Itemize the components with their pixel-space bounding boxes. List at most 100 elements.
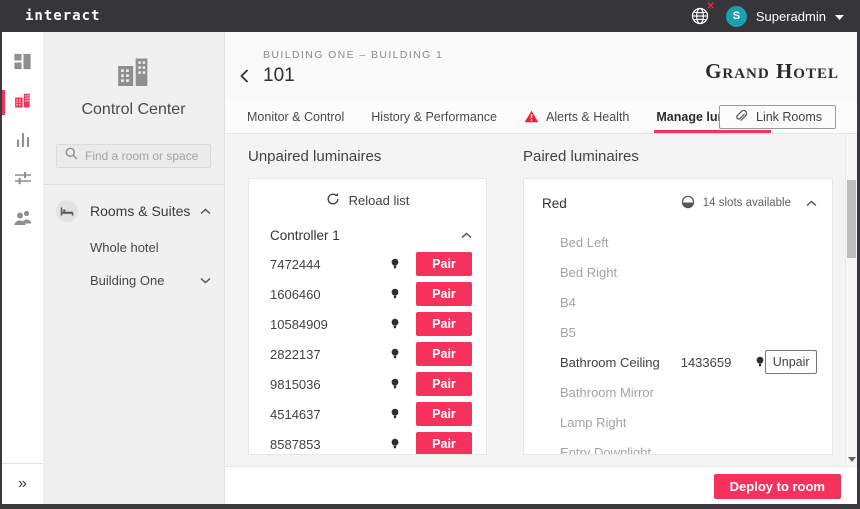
unpaired-row: 9815036 Pair [249, 369, 486, 399]
nav-analytics-button[interactable] [2, 122, 43, 161]
sidebar-item-building-one[interactable]: Building One [90, 264, 211, 297]
pair-button[interactable]: Pair [416, 402, 472, 426]
main-panel: BUILDING ONE – BUILDING 1 101 Grand Hote… [225, 32, 857, 504]
pair-button[interactable]: Pair [416, 342, 472, 366]
content-scrollbar[interactable] [845, 134, 857, 466]
interact-logo: interact [25, 8, 101, 24]
bulb-icon[interactable] [390, 408, 400, 420]
disconnected-badge-icon: ✕ [706, 1, 715, 12]
chevron-up-icon [461, 226, 472, 244]
paired-section: Paired luminaires Red [523, 148, 833, 455]
luminaire-id: 8587853 [270, 436, 321, 452]
link-rooms-button[interactable]: Link Rooms [719, 105, 836, 129]
pair-button[interactable]: Pair [416, 432, 472, 454]
paired-row[interactable]: Bathroom Mirror [524, 377, 832, 407]
bulb-icon[interactable] [390, 348, 400, 360]
rail-expand-button[interactable]: » [2, 463, 43, 504]
bulb-icon[interactable] [390, 378, 400, 390]
unpaired-row: 8587853 Pair [249, 429, 486, 454]
scrollbar-thumb[interactable] [847, 180, 856, 258]
unpaired-row: 10584909 Pair [249, 309, 486, 339]
avatar[interactable]: S [725, 5, 747, 27]
network-status-button[interactable]: ✕ [690, 2, 715, 26]
sidebar-section-label: Rooms & Suites [90, 203, 191, 219]
tab-monitor-control[interactable]: Monitor & Control [247, 100, 344, 133]
luminaire-id: 1433659 [680, 354, 732, 370]
tab-history-performance[interactable]: History & Performance [371, 100, 497, 133]
tab-bar: Monitor & Control History & Performance … [225, 100, 857, 134]
paired-row[interactable]: Bed Right [524, 257, 832, 287]
room-header: BUILDING ONE – BUILDING 1 101 Grand Hote… [225, 32, 857, 100]
tab-alerts-health[interactable]: Alerts & Health [524, 100, 629, 133]
luminaire-id: 9815036 [270, 376, 321, 392]
paired-group-header[interactable]: Red 14 slots available [524, 179, 832, 227]
sliders-icon [13, 169, 33, 192]
dashboard-icon [13, 52, 32, 76]
scrollbar-down-arrow-icon[interactable] [846, 457, 857, 462]
refresh-icon [326, 192, 349, 209]
paired-row[interactable]: Bed Left [524, 227, 832, 257]
pair-button[interactable]: Pair [416, 312, 472, 336]
bulb-icon[interactable] [755, 356, 765, 368]
paired-row-bathroom-ceiling[interactable]: Bathroom Ceiling 1433659 Unpair [524, 347, 832, 377]
controller-name: Controller 1 [270, 227, 340, 243]
search-icon [65, 147, 85, 165]
slot-name: Lamp Right [560, 414, 627, 430]
search-input[interactable] [85, 149, 202, 163]
reload-list-button[interactable]: Reload list [249, 179, 486, 221]
unpaired-card: Reload list Controller 1 7472444 [248, 178, 487, 455]
bulb-icon[interactable] [390, 288, 400, 300]
tab-label: Alerts & Health [546, 109, 630, 124]
paired-row[interactable]: Entry Downlight [524, 437, 832, 455]
nav-buildings-button[interactable] [2, 83, 43, 122]
nav-users-button[interactable] [2, 200, 43, 239]
action-footer: Deploy to room [225, 466, 857, 504]
room-search-box[interactable] [56, 144, 211, 168]
bulb-icon[interactable] [390, 438, 400, 450]
bulb-icon[interactable] [390, 318, 400, 330]
slot-name: Bathroom Mirror [560, 384, 654, 400]
slot-name: Entry Downlight [560, 444, 652, 455]
paired-row[interactable]: B5 [524, 317, 832, 347]
hotel-logo: Grand Hotel [705, 59, 839, 83]
tab-label: History & Performance [371, 109, 497, 124]
back-button[interactable] [240, 69, 249, 86]
luminaire-id: 10584909 [270, 316, 328, 332]
chevron-up-icon [200, 207, 211, 215]
sidebar: Control Center [43, 32, 225, 504]
sidebar-item-label: Building One [90, 273, 165, 288]
nav-settings-button[interactable] [2, 161, 43, 200]
sidebar-item-label: Whole hotel [90, 240, 159, 255]
chevron-down-icon [200, 277, 211, 284]
nav-dashboard-button[interactable] [2, 44, 43, 83]
pair-button[interactable]: Pair [416, 282, 472, 306]
user-menu-caret-icon[interactable] [835, 7, 844, 25]
users-icon [13, 209, 33, 231]
slot-name: B4 [560, 294, 576, 310]
slots-icon [681, 195, 703, 212]
unpair-button[interactable]: Unpair [765, 350, 817, 374]
sidebar-section-rooms-suites[interactable]: Rooms & Suites [56, 191, 211, 231]
pair-button[interactable]: Pair [416, 252, 472, 276]
bar-chart-icon [14, 130, 32, 153]
controller-group-header[interactable]: Controller 1 [249, 221, 486, 249]
unpaired-row: 1606460 Pair [249, 279, 486, 309]
deploy-to-room-button[interactable]: Deploy to room [713, 474, 841, 499]
alert-triangle-icon [524, 110, 539, 123]
paired-row[interactable]: Lamp Right [524, 407, 832, 437]
control-center-building-icon [43, 54, 224, 88]
paperclip-icon [733, 108, 756, 126]
paired-row[interactable]: B4 [524, 287, 832, 317]
bulb-icon[interactable] [390, 258, 400, 270]
sidebar-title: Control Center [81, 101, 186, 118]
breadcrumb: BUILDING ONE – BUILDING 1 [263, 49, 444, 61]
app-body: » Control Center [2, 32, 857, 504]
user-name: Superadmin [755, 8, 826, 24]
pair-button[interactable]: Pair [416, 372, 472, 396]
slot-name: Bathroom Ceiling [560, 354, 660, 370]
icon-rail: » [2, 32, 43, 504]
topbar: interact ✕ S Superadmin [0, 0, 860, 32]
sidebar-item-whole-hotel[interactable]: Whole hotel [90, 231, 211, 264]
unpaired-row: 7472444 Pair [249, 249, 486, 279]
